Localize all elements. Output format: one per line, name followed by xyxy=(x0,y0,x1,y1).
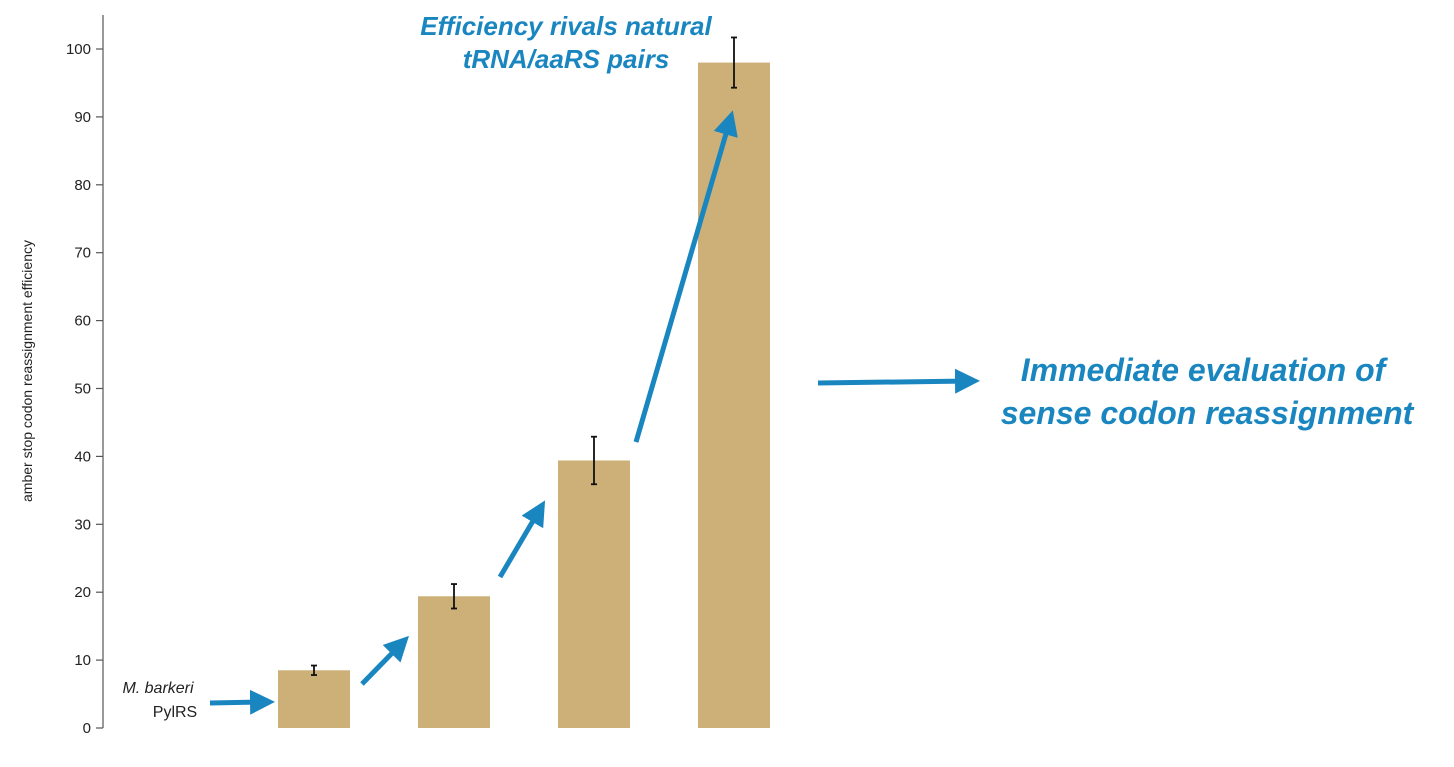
y-tick-label: 60 xyxy=(74,313,91,330)
arrow-step-1 xyxy=(360,635,409,686)
y-axis-label: amber stop codon reassignment efficiency xyxy=(19,240,35,502)
error-bars xyxy=(311,36,737,676)
bar xyxy=(278,670,350,728)
arrows xyxy=(209,110,980,715)
annotation-right-line2: sense codon reassignment xyxy=(1001,395,1415,431)
bars xyxy=(278,62,770,728)
y-tick-label: 80 xyxy=(74,177,91,194)
annotation-top-line1: Efficiency rivals natural xyxy=(420,11,712,41)
arrow-step-3 xyxy=(633,110,738,443)
annotation-enzyme: PylRS xyxy=(153,704,197,721)
y-tick-label: 50 xyxy=(74,381,91,398)
y-tick-label: 10 xyxy=(74,652,91,669)
y-tick-label: 40 xyxy=(74,448,91,465)
y-tick-label: 70 xyxy=(74,245,91,262)
bar xyxy=(558,460,630,728)
arrow-step-2 xyxy=(497,500,546,579)
annotation-species: M. barkeri xyxy=(122,680,194,697)
y-tick-label: 0 xyxy=(83,720,91,737)
arrow-pylrs xyxy=(209,689,275,715)
y-ticks: 0 10 20 30 40 50 60 70 80 90 100 xyxy=(66,41,103,737)
bar xyxy=(698,62,770,728)
arrow-sense-codon xyxy=(817,368,980,394)
y-tick-label: 20 xyxy=(74,584,91,601)
annotation-right-line1: Immediate evaluation of xyxy=(1021,352,1389,388)
y-tick-label: 90 xyxy=(74,109,91,126)
y-tick-label: 100 xyxy=(66,41,91,58)
bar xyxy=(418,596,490,728)
y-tick-label: 30 xyxy=(74,516,91,533)
annotation-top-line2: tRNA/aaRS pairs xyxy=(463,44,670,74)
